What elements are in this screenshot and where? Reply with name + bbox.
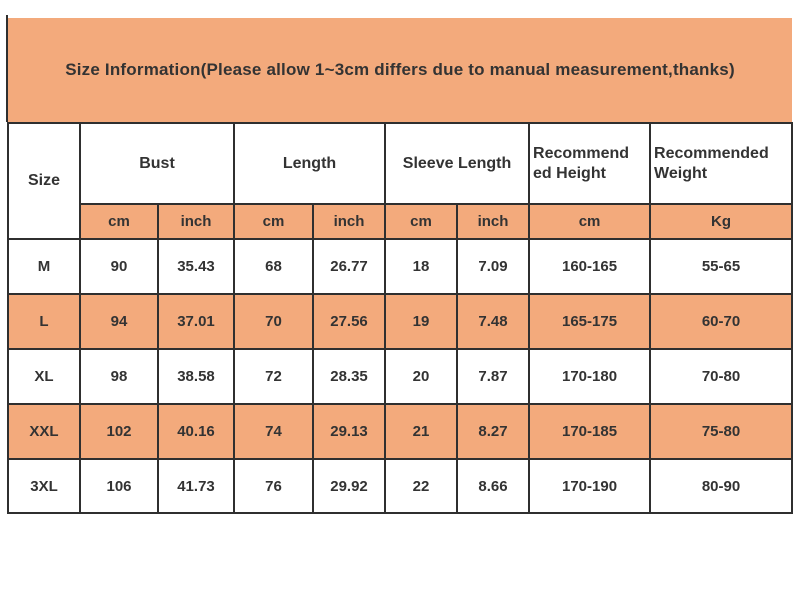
cell-sleeve-inch: 7.48 [456, 293, 531, 350]
cell-size: XL [7, 348, 81, 405]
unit-height-cm: cm [528, 203, 652, 240]
cell-length-inch: 29.13 [311, 403, 387, 460]
unit-header-row: cm inch cm inch cm inch cm Kg [8, 203, 794, 240]
cell-weight-kg: 80-90 [649, 458, 794, 514]
cell-sleeve-cm: 20 [384, 348, 459, 405]
unit-sleeve-cm: cm [384, 203, 459, 240]
cell-sleeve-cm: 18 [384, 238, 459, 295]
cell-length-inch: 29.92 [311, 458, 387, 514]
cell-sleeve-cm: 19 [384, 293, 459, 350]
cell-height-cm: 170-185 [528, 403, 652, 460]
cell-bust-cm: 106 [79, 458, 159, 514]
column-header-length: Length [232, 122, 387, 205]
column-header-size: Size [7, 122, 81, 240]
unit-length-cm: cm [233, 203, 314, 240]
cell-bust-cm: 90 [79, 238, 159, 295]
cell-length-cm: 70 [233, 293, 314, 350]
cell-sleeve-inch: 7.87 [456, 348, 531, 405]
table-row-xxl: XXL 102 40.16 74 29.13 21 8.27 170-185 7… [7, 403, 794, 460]
cell-sleeve-cm: 22 [384, 458, 459, 514]
size-table: Size Bust Length Sleeve Length Recommend… [7, 122, 794, 514]
table-header-row: Size Bust Length Sleeve Length Recommend… [7, 122, 794, 240]
cell-weight-kg: 70-80 [649, 348, 794, 405]
unit-bust-inch: inch [157, 203, 235, 240]
cell-length-inch: 28.35 [311, 348, 387, 405]
unit-sleeve-inch: inch [456, 203, 531, 240]
cell-height-cm: 170-180 [528, 348, 652, 405]
cell-size: 3XL [7, 458, 81, 514]
cell-bust-cm: 98 [79, 348, 159, 405]
cell-sleeve-inch: 8.27 [456, 403, 531, 460]
cell-bust-inch: 41.73 [157, 458, 235, 514]
cell-length-cm: 72 [233, 348, 314, 405]
unit-length-inch: inch [311, 203, 387, 240]
unit-bust-cm: cm [79, 203, 159, 240]
table-row-3xl: 3XL 106 41.73 76 29.92 22 8.66 170-190 8… [7, 458, 794, 514]
cell-bust-inch: 35.43 [157, 238, 235, 295]
table-row-m: M 90 35.43 68 26.77 18 7.09 160-165 55-6… [7, 238, 794, 295]
cell-sleeve-inch: 7.09 [456, 238, 531, 295]
table-row-l: L 94 37.01 70 27.56 19 7.48 165-175 60-7… [7, 293, 794, 350]
column-header-recommended-height: Recommend ed Height [528, 122, 652, 205]
cell-size: M [7, 238, 81, 295]
unit-weight-kg: Kg [649, 203, 794, 240]
cell-bust-inch: 38.58 [157, 348, 235, 405]
cell-bust-inch: 37.01 [157, 293, 235, 350]
cell-height-cm: 165-175 [528, 293, 652, 350]
cell-length-inch: 26.77 [311, 238, 387, 295]
size-info-banner: Size Information(Please allow 1~3cm diff… [8, 18, 792, 122]
cell-length-cm: 74 [233, 403, 314, 460]
cell-bust-cm: 94 [79, 293, 159, 350]
column-header-sleeve-length: Sleeve Length [384, 122, 531, 205]
cell-sleeve-cm: 21 [384, 403, 459, 460]
left-vertical-rule [6, 15, 8, 122]
cell-size: XXL [7, 403, 81, 460]
cell-bust-cm: 102 [79, 403, 159, 460]
cell-weight-kg: 75-80 [649, 403, 794, 460]
cell-height-cm: 170-190 [528, 458, 652, 514]
cell-sleeve-inch: 8.66 [456, 458, 531, 514]
cell-weight-kg: 55-65 [649, 238, 794, 295]
column-header-recommended-weight: Recommended Weight [649, 122, 794, 205]
cell-length-inch: 27.56 [311, 293, 387, 350]
cell-weight-kg: 60-70 [649, 293, 794, 350]
table-row-xl: XL 98 38.58 72 28.35 20 7.87 170-180 70-… [7, 348, 794, 405]
cell-bust-inch: 40.16 [157, 403, 235, 460]
cell-height-cm: 160-165 [528, 238, 652, 295]
cell-size: L [7, 293, 81, 350]
cell-length-cm: 68 [233, 238, 314, 295]
cell-length-cm: 76 [233, 458, 314, 514]
column-header-bust: Bust [79, 122, 235, 205]
